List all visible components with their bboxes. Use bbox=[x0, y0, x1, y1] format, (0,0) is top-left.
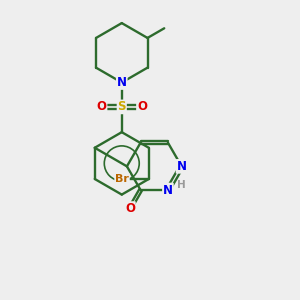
Text: N: N bbox=[177, 160, 187, 173]
Text: S: S bbox=[118, 100, 126, 113]
Text: H: H bbox=[177, 180, 186, 190]
Text: O: O bbox=[97, 100, 106, 113]
Text: N: N bbox=[117, 76, 127, 89]
Text: O: O bbox=[137, 100, 147, 113]
Text: O: O bbox=[125, 202, 135, 215]
Text: Br: Br bbox=[115, 174, 129, 184]
Text: N: N bbox=[163, 184, 173, 196]
